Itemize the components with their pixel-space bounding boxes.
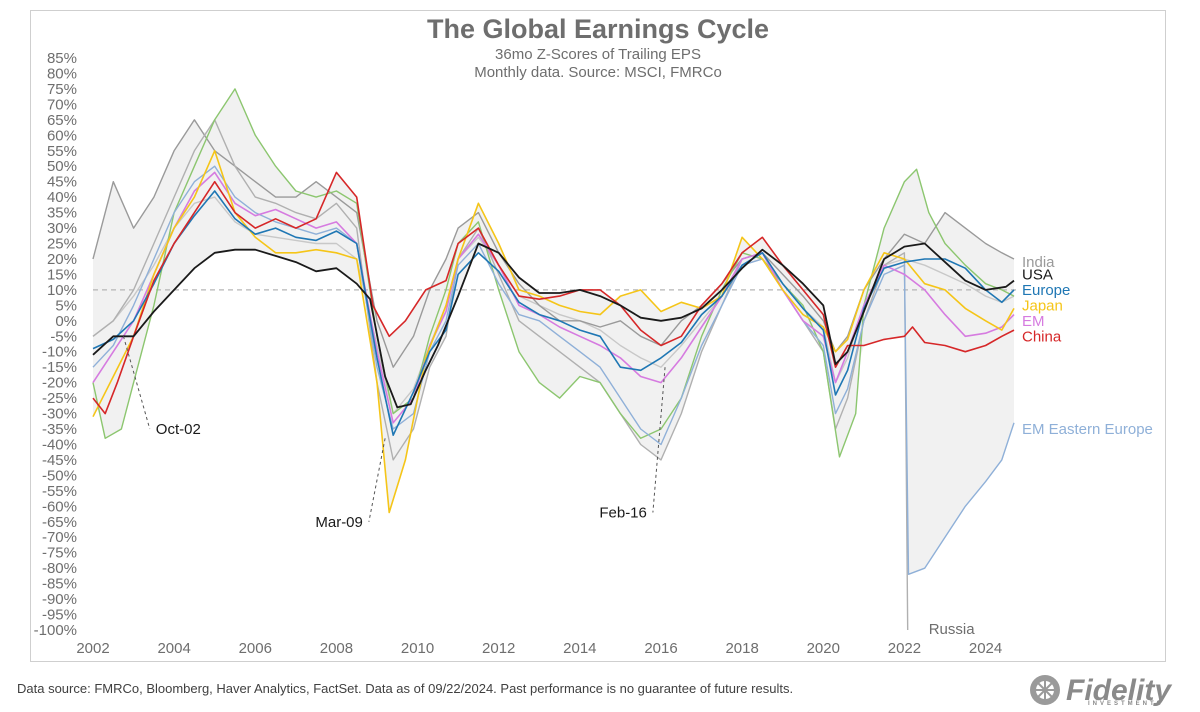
annotation-label: Mar-09 (315, 514, 363, 531)
y-tick-label: 60% (47, 127, 77, 144)
annotation-leader (652, 367, 666, 513)
annotation-label: Russia (929, 621, 976, 638)
x-tick-label: 2022 (888, 640, 921, 657)
y-tick-label: 25% (47, 236, 77, 253)
series-label-japan: Japan (1022, 297, 1063, 314)
y-tick-label: 5% (55, 297, 77, 314)
y-tick-label: -25% (42, 390, 77, 407)
y-tick-label: -90% (42, 591, 77, 608)
y-tick-label: -35% (42, 421, 77, 438)
y-tick-label: 65% (47, 112, 77, 129)
y-tick-label: 30% (47, 220, 77, 237)
series-label-em_eastern_europe: EM Eastern Europe (1022, 421, 1153, 438)
y-tick-label: -75% (42, 545, 77, 562)
y-tick-label: 40% (47, 189, 77, 206)
series-label-usa: USA (1022, 266, 1053, 283)
series-line-china (92, 171, 1015, 415)
chart-source-note: Monthly data. Source: MSCI, FMRCo (474, 64, 722, 81)
chart-subtitle: 36mo Z-Scores of Trailing EPS (495, 46, 701, 63)
y-tick-label: -55% (42, 483, 77, 500)
y-tick-label: 10% (47, 282, 77, 299)
y-tick-label: -95% (42, 607, 77, 624)
y-tick-label: 15% (47, 266, 77, 283)
y-tick-label: -20% (42, 375, 77, 392)
x-tick-label: 2016 (644, 640, 677, 657)
y-tick-label: -10% (42, 344, 77, 361)
y-tick-label: 0% (55, 313, 77, 330)
brand-logo: Fidelity INVESTMENTS (1026, 672, 1196, 708)
series-line-usa (92, 242, 1015, 409)
x-tick-label: 2008 (320, 640, 353, 657)
series-line-europe (92, 190, 1015, 436)
x-tick-label: 2002 (76, 640, 109, 657)
y-tick-label: -70% (42, 529, 77, 546)
y-tick-label: -40% (42, 436, 77, 453)
y-tick-label: 85% (47, 50, 77, 67)
y-tick-label: -100% (34, 622, 77, 639)
x-tick-label: 2024 (969, 640, 1002, 657)
series-line-japan (92, 150, 1015, 514)
y-tick-label: 45% (47, 174, 77, 191)
x-tick-label: 2012 (482, 640, 515, 657)
brand-subtitle: INVESTMENTS (1088, 701, 1164, 707)
footer-disclaimer: Data source: FMRCo, Bloomberg, Haver Ana… (17, 681, 794, 696)
y-tick-label: 70% (47, 96, 77, 113)
brand-name: Fidelity (1066, 674, 1172, 707)
y-tick-label: -50% (42, 467, 77, 484)
y-tick-label: -65% (42, 514, 77, 531)
chart-frame (30, 10, 1166, 662)
brand-mark-icon (1030, 675, 1060, 705)
x-tick-label: 2010 (401, 640, 434, 657)
x-tick-label: 2004 (157, 640, 190, 657)
annotation-label: Oct-02 (156, 421, 201, 438)
y-tick-label: 20% (47, 251, 77, 268)
y-tick-label: -85% (42, 576, 77, 593)
y-tick-label: 50% (47, 158, 77, 175)
y-tick-label: 35% (47, 205, 77, 222)
x-tick-label: 2018 (725, 640, 758, 657)
y-tick-label: -80% (42, 560, 77, 577)
series-label-china: China (1022, 328, 1062, 345)
y-tick-label: -15% (42, 359, 77, 376)
y-tick-label: -45% (42, 452, 77, 469)
y-tick-label: -60% (42, 498, 77, 515)
annotation-leader (368, 438, 386, 522)
y-tick-label: -5% (50, 328, 77, 345)
series-label-em: EM (1022, 313, 1045, 330)
series-label-europe: Europe (1022, 282, 1070, 299)
annotation-label: Feb-16 (599, 505, 647, 522)
y-tick-label: 75% (47, 81, 77, 98)
annotation-leader (122, 336, 151, 430)
series-label-india: India (1022, 254, 1055, 271)
y-tick-label: -30% (42, 406, 77, 423)
chart-title: The Global Earnings Cycle (426, 14, 770, 44)
series-line-em (92, 171, 1015, 424)
y-tick-label: 55% (47, 143, 77, 160)
x-tick-label: 2006 (239, 640, 272, 657)
series-line-green_series (92, 88, 1015, 458)
y-tick-label: 80% (47, 65, 77, 82)
x-tick-label: 2020 (807, 640, 840, 657)
x-tick-label: 2014 (563, 640, 596, 657)
